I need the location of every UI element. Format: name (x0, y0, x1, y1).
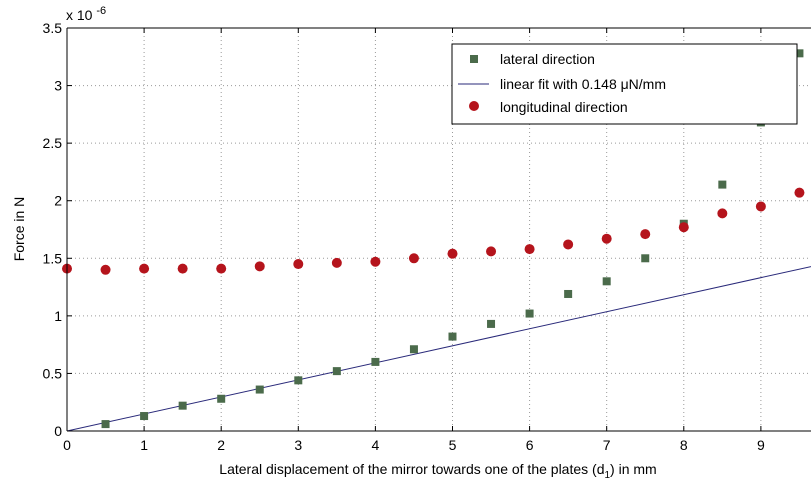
y-tick-label: 1.5 (43, 250, 63, 266)
lateral-point (448, 332, 457, 341)
lateral-point (564, 289, 573, 298)
ticks: 0 1 2 3 4 5 6 7 8 9 0 0.5 1 1.5 2 2.5 3 3.5 (43, 20, 765, 453)
longitudinal-point (408, 253, 419, 264)
lateral-point (294, 376, 303, 385)
x-tick-label: 3 (294, 437, 302, 453)
longitudinal-point (254, 261, 265, 272)
lateral-point (332, 367, 341, 376)
y-tick-label: 1 (54, 308, 62, 324)
longitudinal-point (216, 263, 227, 274)
x-tick-label: 0 (63, 437, 71, 453)
y-tick-label: 3 (54, 78, 62, 94)
longitudinal-point (447, 248, 458, 259)
lateral-point (178, 401, 187, 410)
longitudinal-point (755, 201, 766, 212)
longitudinal-point (601, 233, 612, 244)
axes (66, 27, 811, 432)
longitudinal-point (486, 246, 497, 257)
longitudinal-point (293, 259, 304, 270)
x-tick-label: 5 (449, 437, 457, 453)
lateral-point (602, 277, 611, 286)
lateral-point (487, 319, 496, 328)
longitudinal-point (139, 263, 150, 274)
x-axis-label-tail: ) in mm (610, 461, 657, 477)
legend-circle-marker (469, 101, 479, 111)
y-tick-label: 0 (54, 423, 62, 439)
fit-layer (66, 266, 811, 432)
legend-label-longitudinal: longitudinal direction (500, 99, 628, 115)
legend-label-fit: linear fit with 0.148 μN/mm (500, 76, 666, 92)
x-axis-label-main: Lateral displacement of the mirror towar… (219, 461, 604, 477)
x-tick-label: 7 (603, 437, 611, 453)
x-tick-label: 2 (217, 437, 225, 453)
x-axis-label: Lateral displacement of the mirror towar… (219, 461, 656, 481)
x-axis-label-sub: 1 (604, 470, 610, 481)
lateral-point (371, 357, 380, 366)
longitudinal-point (794, 187, 805, 198)
y-tick-label: 2 (54, 193, 62, 209)
longitudinal-point (678, 222, 689, 233)
x-tick-label: 8 (680, 437, 688, 453)
legend-box (451, 43, 798, 125)
lateral-point (409, 345, 418, 354)
x-tick-label: 1 (140, 437, 148, 453)
longitudinal-point (331, 257, 342, 268)
longitudinal-point (370, 256, 381, 267)
x-tick-label: 6 (526, 437, 534, 453)
lateral-point (217, 394, 226, 403)
longitudinal-point (177, 263, 188, 274)
longitudinal-point (100, 264, 111, 275)
longitudinal-point (524, 244, 535, 255)
y-tick-label: 0.5 (43, 365, 63, 381)
lateral-point (255, 385, 264, 394)
x-tick-label: 4 (371, 437, 379, 453)
lateral-point (101, 420, 110, 429)
lateral-point (140, 412, 149, 421)
legend-label-lateral: lateral direction (500, 51, 595, 67)
y-multiplier-base: x 10 (66, 7, 93, 23)
legend: lateral direction linear fit with 0.148 … (451, 43, 798, 125)
lateral-point (718, 180, 727, 189)
y-tick-label: 2.5 (43, 135, 63, 151)
y-multiplier-exp: -6 (96, 5, 106, 17)
linear-fit-line (66, 266, 811, 432)
lateral-point (641, 254, 650, 263)
markers (62, 49, 805, 429)
longitudinal-point (717, 208, 728, 219)
longitudinal-point (640, 229, 651, 240)
y-multiplier: x 10 -6 (66, 5, 106, 23)
x-tick-label: 9 (757, 437, 765, 453)
y-axis-label: Force in N (11, 197, 27, 262)
lateral-point (795, 49, 804, 58)
legend-square-marker (470, 55, 478, 63)
lateral-point (525, 309, 534, 318)
y-tick-label: 3.5 (43, 20, 63, 36)
longitudinal-point (563, 239, 574, 250)
